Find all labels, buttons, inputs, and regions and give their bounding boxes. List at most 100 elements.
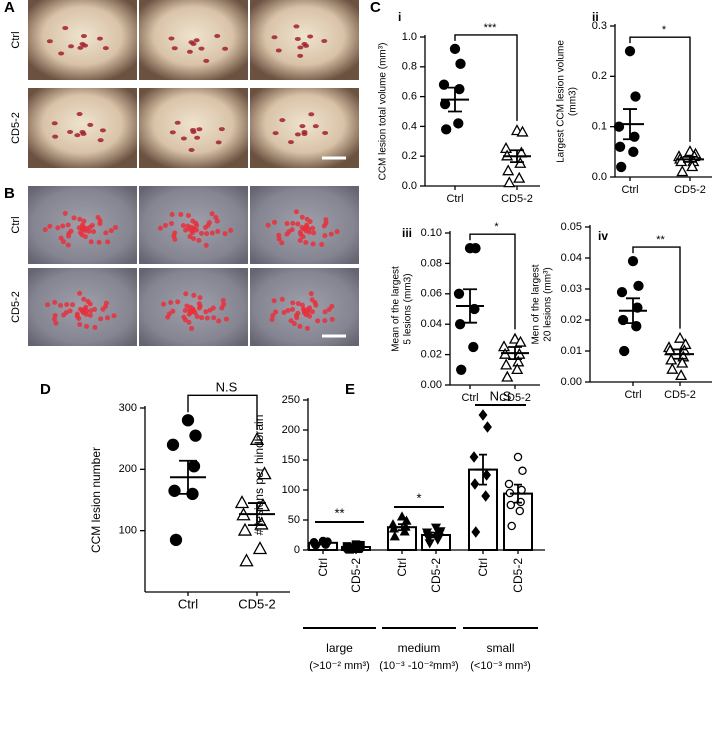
group-range: (<10⁻³ mm³): [470, 660, 531, 672]
y-tick-label: 100: [282, 484, 300, 496]
significance-label: *: [494, 221, 499, 233]
lesion-spot: [303, 43, 310, 48]
lesion-spot: [52, 299, 58, 305]
lesion-spot: [97, 138, 104, 143]
y-axis-label: Men of the largest: [531, 264, 542, 344]
lesion-spot: [279, 240, 285, 246]
data-point: [187, 460, 201, 473]
x-tick-label: Ctrl: [395, 558, 409, 577]
lesion-spot: [182, 317, 188, 323]
lesion-spot: [215, 228, 221, 234]
lesion-spot: [67, 308, 73, 314]
y-tick-label: 0.02: [561, 314, 582, 326]
lesion-spot: [81, 218, 87, 224]
lesion-spot: [64, 302, 70, 308]
lesion-spot: [81, 296, 87, 302]
y-axis-label: Largest CCM lesion volume: [556, 40, 567, 163]
lesion-spot: [211, 315, 217, 321]
x-tick-label: CD5-2: [349, 558, 363, 593]
lesion-spot: [180, 223, 186, 229]
data-point: [507, 521, 516, 531]
lesion-spot: [183, 227, 189, 233]
data-point: [516, 125, 529, 137]
lesion-spot: [62, 210, 68, 216]
data-point: [497, 340, 511, 352]
data-point: [389, 531, 400, 541]
lesion-spot: [175, 299, 181, 305]
data-point: [254, 516, 269, 530]
photo-bg: [139, 186, 248, 264]
data-point: [630, 91, 641, 102]
data-point: [441, 124, 452, 135]
error-bar: [508, 346, 522, 361]
lesion-spot: [186, 319, 192, 325]
y-tick-label: 0.01: [561, 345, 582, 357]
data-point: [439, 98, 451, 110]
lesion-spot: [83, 304, 89, 310]
significance-bracket: [454, 34, 518, 121]
y-tick-label: 0.06: [421, 288, 442, 300]
lesion-spot: [82, 43, 89, 48]
lesion-spot: [60, 223, 66, 229]
lesion-spot: [210, 305, 216, 311]
lesion-spot: [203, 242, 209, 248]
lesion-spot: [60, 239, 66, 245]
data-point: [515, 506, 525, 516]
lesion-spot: [321, 38, 328, 43]
error-bar: [248, 502, 266, 527]
lesion-spot: [269, 317, 275, 323]
significance-label: N.S: [216, 380, 238, 395]
y-tick-label: 0: [294, 544, 300, 556]
lesion-spot: [66, 233, 72, 239]
photo: [250, 0, 359, 80]
lesion-spot: [301, 131, 308, 136]
data-point: [633, 280, 644, 292]
y-tick-label: 0.2: [402, 150, 417, 162]
lesion-spot: [74, 133, 81, 138]
x-tick-label: CD5-2: [499, 392, 531, 404]
lesion-spot: [65, 222, 71, 228]
error-bar: [514, 483, 522, 504]
lesion-spot: [108, 228, 114, 234]
x-tick-label: CD5-2: [674, 184, 706, 196]
y-axis-label: (mm3): [568, 87, 579, 116]
lesion-spot: [96, 239, 102, 245]
photo: [28, 88, 137, 168]
lesion-spot: [311, 230, 317, 236]
lesion-spot: [194, 135, 201, 140]
lesion-spot: [178, 211, 184, 217]
x-tick-label: Ctrl: [446, 193, 463, 205]
lesion-spot: [161, 301, 167, 307]
error-bar: [479, 453, 487, 486]
y-tick-label: 0.02: [421, 349, 442, 361]
data-point: [424, 539, 435, 549]
panel-letter: B: [4, 185, 15, 202]
lesion-spot: [199, 315, 205, 321]
lesion-spot: [96, 36, 103, 41]
error-bar: [448, 86, 462, 113]
lesion-spot: [88, 239, 94, 245]
panel-letter: A: [4, 0, 15, 16]
lesion-spot: [276, 232, 282, 238]
photo: [139, 88, 248, 168]
photo-bg: [28, 268, 137, 346]
lesion-spot: [165, 314, 171, 320]
lesion-spot: [300, 234, 306, 240]
lesion-spot: [304, 216, 310, 222]
photo: [139, 0, 248, 80]
lesion-spot: [174, 120, 181, 125]
lesion-spot: [103, 300, 109, 306]
lesion-spot: [293, 209, 299, 215]
lesion-spot: [70, 302, 76, 308]
lesion-spot: [186, 49, 193, 54]
lesion-spot: [188, 40, 195, 45]
y-tick-label: 250: [282, 394, 300, 406]
lesion-spot: [53, 320, 59, 326]
lesion-spot: [169, 130, 176, 135]
y-tick-label: 50: [288, 514, 300, 526]
significance-bracket: [629, 36, 691, 142]
group-range: (>10⁻² mm³): [309, 660, 370, 672]
lesion-spot: [322, 233, 328, 239]
x-tick-label: CD5-2: [501, 193, 533, 205]
